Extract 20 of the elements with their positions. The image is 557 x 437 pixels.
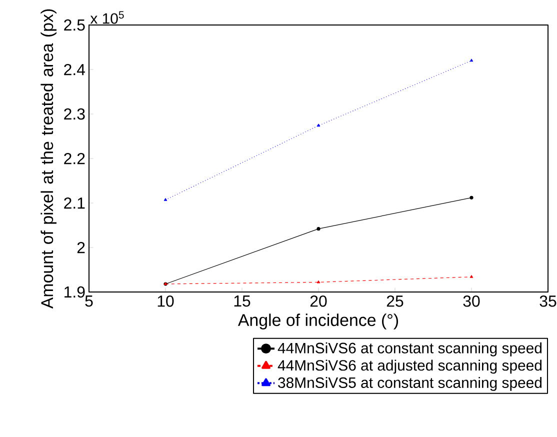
y-axis-title: Amount of pixel at the treated area (px) (40, 9, 56, 309)
x-tick-label: 15 (234, 296, 250, 307)
x-axis-title: Angle of incidence (°) (238, 314, 398, 330)
x-tick-label: 25 (386, 296, 404, 307)
x-tick-label: 35 (540, 296, 556, 307)
x-tick-label: 30 (463, 296, 480, 307)
x-tick-label: 5 (85, 296, 93, 307)
x-tick-label: 10 (158, 296, 174, 307)
y-tick-label: 2.4 (64, 64, 86, 76)
y-tick-label: 2 (77, 242, 85, 254)
legend-label: 38MnSiVS5 at constant scanning speed (278, 377, 542, 391)
y-tick-label: 2.1 (64, 197, 85, 209)
legend-label: 44MnSiVS6 at adjusted scanning speed (278, 360, 542, 374)
text: x 10$^{5}$ (90, 11, 124, 24)
x-tick-label: 20 (310, 296, 327, 307)
y-tick-label: 2.3 (64, 108, 85, 120)
y-tick-label: 2.2 (64, 152, 85, 164)
legend-label: 44MnSiVS6 at constant scanning speed (278, 342, 542, 356)
y-tick-label: 1.9 (64, 286, 85, 298)
y-tick-label: 2.5 (64, 19, 85, 31)
